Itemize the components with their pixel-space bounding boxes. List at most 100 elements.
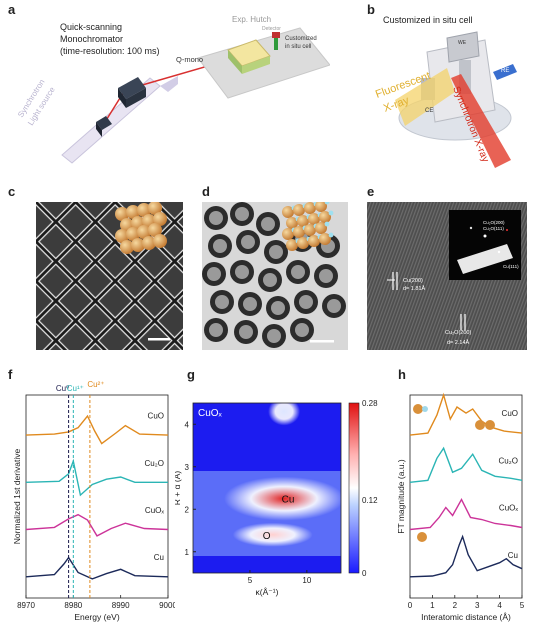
- cu-atom: [282, 228, 294, 240]
- hrtem-image: Cu₂O(200) Cu₂O(111) Cu(111) Cu(200) d= 1…: [367, 202, 527, 350]
- cu-atom: [115, 207, 129, 221]
- series-label: CuO: [502, 409, 518, 418]
- cu-atom: [308, 213, 320, 225]
- heatmap-feature: [224, 476, 345, 521]
- atom-glyph: [475, 420, 485, 430]
- tem-image-cubes: [36, 202, 183, 350]
- fft-label-2: Cu₂O(111): [483, 226, 504, 231]
- cu-atom: [304, 202, 316, 214]
- cu-atom: [297, 237, 309, 249]
- y-tick-label: 4: [185, 420, 190, 429]
- series-label: CuO: [148, 412, 164, 421]
- edge-marker-label: Cu²⁺: [87, 380, 104, 389]
- x-tick-label: 5: [520, 601, 525, 610]
- y-axis-label: FT magnitude (a.u.): [396, 459, 406, 534]
- mono-line-1: Quick-scanning: [60, 22, 122, 32]
- cu-atom: [293, 204, 305, 216]
- heatmap-feature: [268, 397, 301, 426]
- nanocube-lattice: [36, 202, 183, 350]
- series-line: [25, 513, 169, 537]
- heatmap-title: CuOₓ: [198, 408, 223, 419]
- x-tick-label: 0: [408, 601, 413, 610]
- feature-label: O: [263, 531, 271, 542]
- panel-label-e: e: [367, 184, 375, 199]
- series-line: [25, 458, 168, 497]
- x-axis-label: κ(Å⁻¹): [256, 587, 279, 597]
- heatmap-feature: [232, 522, 313, 547]
- scale-bar: [310, 340, 334, 343]
- beamline-schematic: Q-mono Quick-scanning Monochromator (tim…: [16, 15, 331, 164]
- x-axis-label: Interatomic distance (Å): [421, 612, 511, 622]
- q-mono-block: [118, 77, 146, 99]
- x-tick-label: 8990: [112, 601, 130, 610]
- atom-glyph: [413, 404, 423, 414]
- cuox-atom-model: [282, 202, 334, 251]
- plot-frame: [192, 402, 342, 574]
- cu-atom: [286, 239, 298, 251]
- panel-label-b: b: [367, 2, 375, 17]
- cu200-label: Cu(200): [403, 278, 423, 284]
- x-tick-label: 5: [248, 576, 253, 585]
- x-tick-label: 9000: [159, 601, 175, 610]
- panel-f: f CuO Cu₂O CuOₓ Cu 8970 8980 8990 9000 Energy (e…: [0, 365, 177, 623]
- cu-atom: [131, 238, 145, 252]
- x-tick-label: 8970: [17, 601, 35, 610]
- panel-d: d: [190, 182, 350, 357]
- cu-atom: [120, 240, 134, 254]
- q-mono-label: Q-mono: [176, 55, 203, 64]
- series-line: [25, 556, 169, 580]
- mono-line-3: (time-resolution: 100 ms): [60, 46, 160, 56]
- cu-atom: [115, 229, 129, 243]
- colorbar-tick-label: 0.28: [362, 399, 378, 408]
- y-tick-label: 1: [185, 548, 190, 557]
- y-axis-label: R + α (Å): [175, 471, 182, 506]
- cu2o200-label: Cu₂O(200): [445, 330, 471, 336]
- cu-atom: [148, 202, 162, 215]
- atom-glyph: [422, 406, 428, 412]
- tem-image-shells: [202, 202, 348, 350]
- atom-glyph: [417, 532, 427, 542]
- re-electrode: [493, 64, 517, 80]
- exafs-ft-chart: CuO Cu₂O CuOₓ Cu 0 1 2 3 4 5 Interatomic distance …: [396, 392, 525, 622]
- series-label: Cu₂O: [498, 456, 518, 465]
- fft-label-1: Cu₂O(200): [483, 220, 505, 225]
- in-situ-cell-schematic: Customized in situ cell Fluorescent X-ra…: [374, 15, 517, 168]
- mono-line-2: Monochromator: [60, 34, 123, 44]
- hutch-label: Exp. Hutch: [232, 15, 271, 24]
- re-label: RE: [501, 68, 509, 74]
- panel-g: g Cu O CuOₓ 5 10 1 2 3 4 κ(Å⁻¹) R + α (Å) 0 0.12 0.28: [172, 365, 385, 623]
- panel-label-f: f: [8, 367, 13, 382]
- cell-marker: [274, 38, 278, 50]
- o-atom: [328, 232, 334, 238]
- panel-label-c: c: [8, 184, 16, 199]
- cu-atom: [315, 222, 327, 234]
- cu-atom: [308, 235, 320, 247]
- x-tick-label: 2: [453, 601, 458, 610]
- synchrotron-beam: [451, 74, 511, 168]
- panel-b: b Customized in situ cell Fluorescent X-…: [355, 0, 533, 175]
- x-tick-label: 10: [302, 576, 311, 585]
- cu-atom: [148, 223, 162, 237]
- feature-label: Cu: [282, 495, 295, 506]
- hollow-particles: [202, 202, 346, 348]
- series-line: [409, 446, 523, 483]
- panel-e: e Cu₂O(200) Cu₂O(111) Cu(111) Cu(200) d=…: [355, 182, 533, 357]
- cu-atom: [126, 227, 140, 241]
- cu-atom: [304, 224, 316, 236]
- d181-label: d= 1.81Å: [403, 285, 426, 292]
- x-tick-label: 3: [475, 601, 480, 610]
- cu-atom: [319, 233, 331, 245]
- y-tick-label: 3: [185, 463, 190, 472]
- series-label: CuOₓ: [499, 504, 518, 513]
- x-tick-label: 1: [430, 601, 435, 610]
- x-tick-label: 8980: [64, 601, 82, 610]
- cell-title: Customized in situ cell: [383, 15, 473, 25]
- panel-label-g: g: [187, 367, 195, 382]
- d214-label: d= 2.14Å: [447, 339, 470, 346]
- plot-frame: [409, 394, 523, 599]
- o-atom: [324, 202, 330, 205]
- scale-bar: [148, 338, 170, 341]
- panel-c: c: [0, 182, 185, 357]
- wavelet-transform-chart: Cu O CuOₓ 5 10 1 2 3 4 κ(Å⁻¹) R + α (Å) 0 0.12 0.28: [172, 397, 378, 597]
- fft-label-3: Cu(111): [503, 264, 519, 269]
